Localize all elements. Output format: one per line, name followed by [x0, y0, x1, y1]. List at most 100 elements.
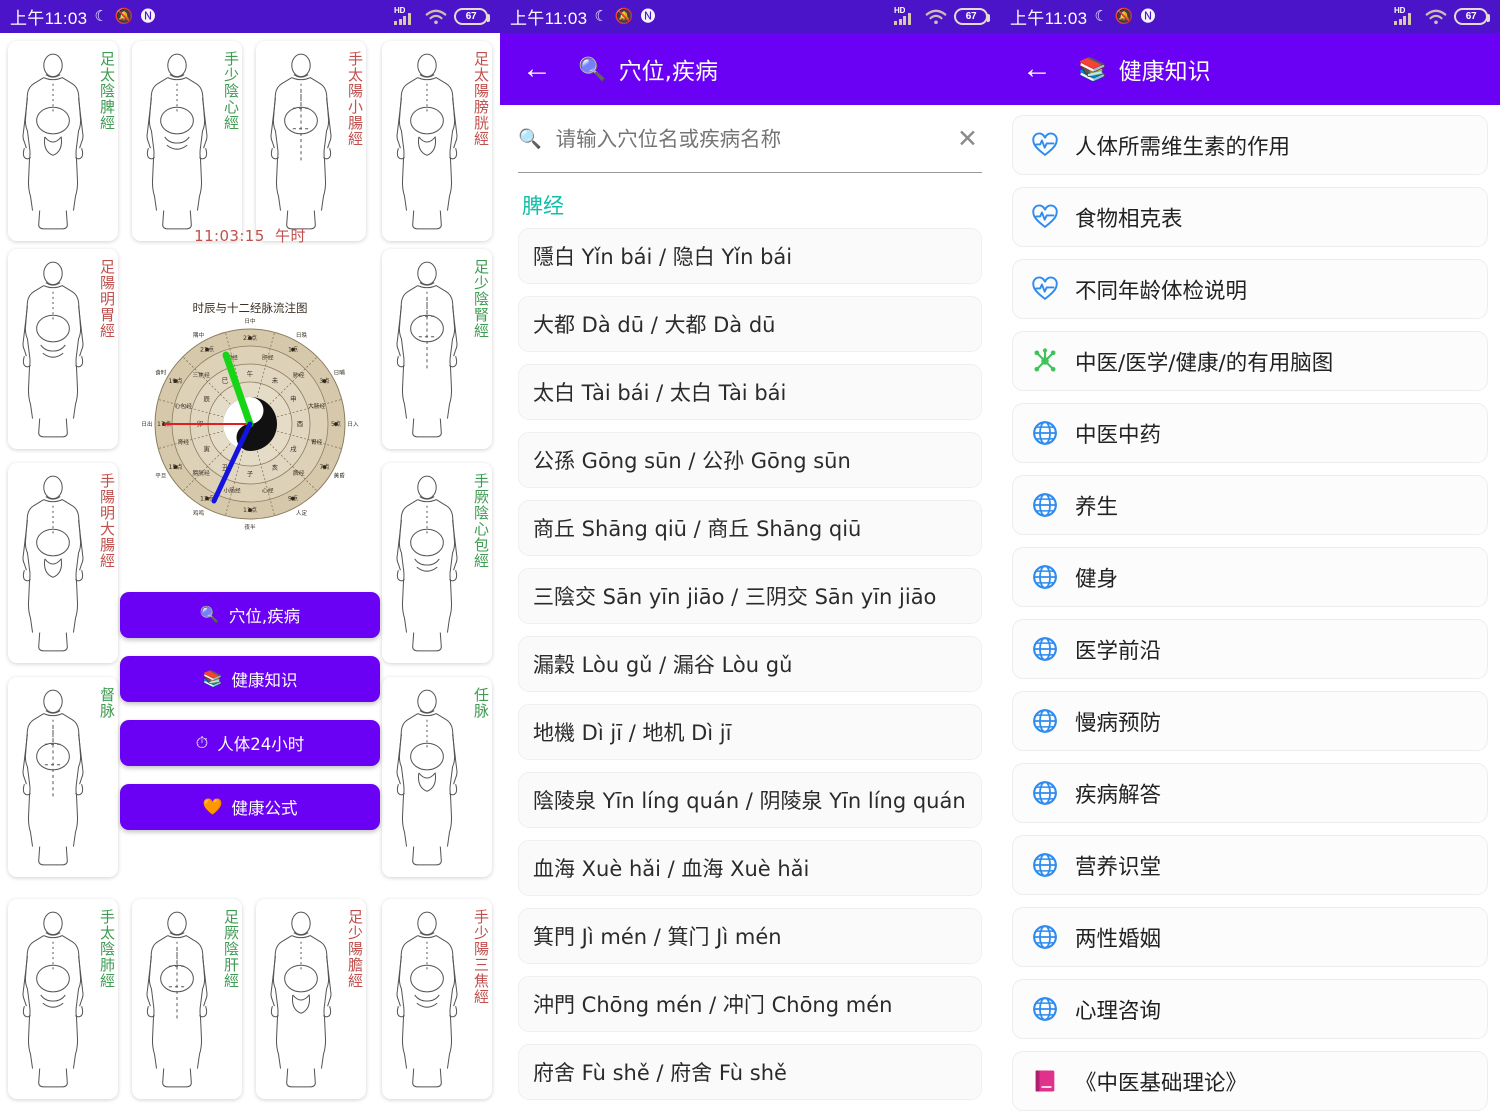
svg-text:3点: 3点 [319, 377, 329, 385]
heart-pulse-icon [1031, 131, 1059, 159]
acupoint-list-item[interactable]: 大都 Dà dū / 大都 Dà dū [518, 296, 982, 352]
home-button-clock[interactable]: ⏱ 人体24小时 [120, 720, 380, 766]
meridian-card[interactable]: 手陽明大腸經 [8, 463, 118, 663]
svg-text:鸡鸣: 鸡鸣 [193, 509, 205, 517]
svg-text:亥: 亥 [272, 462, 279, 471]
meridian-card[interactable]: 手太陰肺經 [8, 899, 118, 1099]
svg-text:大肠经: 大肠经 [308, 402, 326, 410]
knowledge-list-item[interactable]: 养生 [1012, 475, 1488, 535]
acupoint-label: 商丘 Shāng qiū / 商丘 Shāng qiū [533, 517, 862, 541]
acupoint-list-item[interactable]: 地機 Dì jī / 地机 Dì jī [518, 704, 982, 760]
knowledge-label: 中医中药 [1075, 422, 1162, 448]
meridian-card[interactable]: 手少陰心經 [132, 41, 242, 241]
meridian-card[interactable]: 足陽明胃經 [8, 249, 118, 449]
svg-text:丑: 丑 [222, 463, 229, 471]
knowledge-list-item[interactable]: 两性婚姻 [1012, 907, 1488, 967]
back-arrow-icon[interactable]: ← [1022, 52, 1052, 85]
knowledge-list-item[interactable]: 中医中药 [1012, 403, 1488, 463]
knowledge-list-item[interactable]: 食物相克表 [1012, 187, 1488, 247]
meridian-clock-chart[interactable]: 时辰与十二经脉流注图 日中 日昳 日晡 日入 黄昏 人定 夜半 鸡鸣 平旦 日出 食时 隅中 1点 3点 5… [118, 298, 382, 530]
status-time: 上午11:03 [10, 9, 88, 28]
clock-time-row: 11:03:15 午时 [118, 225, 382, 246]
knowledge-list-item[interactable]: 医学前沿 [1012, 619, 1488, 679]
back-arrow-icon[interactable]: ← [522, 52, 552, 85]
knowledge-list-item[interactable]: 人体所需维生素的作用 [1012, 115, 1488, 175]
meridian-label: 足厥陰肝經 [222, 909, 240, 989]
acupoint-label: 地機 Dì jī / 地机 Dì jī [533, 721, 732, 745]
acupoint-list-item[interactable]: 府舍 Fù shě / 府舍 Fù shě [518, 1044, 982, 1100]
knowledge-list-item[interactable]: 健身 [1012, 547, 1488, 607]
meridian-card[interactable]: 督脉 [8, 677, 118, 877]
home-button-books[interactable]: 📚 健康知识 [120, 656, 380, 702]
meridian-card[interactable]: 足厥陰肝經 [132, 899, 242, 1099]
svg-text:日出: 日出 [141, 420, 152, 428]
close-icon[interactable]: ✕ [957, 124, 978, 153]
meridian-card[interactable]: 手厥陰心包經 [382, 463, 492, 663]
acupoint-list-item[interactable]: 箕門 Jì mén / 箕门 Jì mén [518, 908, 982, 964]
knowledge-list-item[interactable]: 不同年龄体检说明 [1012, 259, 1488, 319]
meridian-label: 足少陽膽經 [346, 909, 364, 989]
books-icon: 📚 [1078, 56, 1107, 83]
acupoint-list-item[interactable]: 沖門 Chōng mén / 冲门 Chōng mén [518, 976, 982, 1032]
knowledge-list-item[interactable]: 慢病预防 [1012, 691, 1488, 751]
knowledge-list-item[interactable]: 心理咨询 [1012, 979, 1488, 1039]
meridian-card[interactable]: 手少陽三焦經 [382, 899, 492, 1099]
panel-knowledge: 上午11:03 ☾ 🔕 🅝 HD 67 ← 📚 健康知识 [1000, 0, 1500, 1111]
meridian-label: 足陽明胃經 [98, 259, 116, 339]
meridian-card[interactable]: 手太陽小腸經 [256, 41, 366, 241]
acupoint-list-item[interactable]: 血海 Xuè hǎi / 血海 Xuè hǎi [518, 840, 982, 896]
mute-icon: 🔕 [114, 8, 134, 25]
knowledge-list-item[interactable]: 中医/医学/健康/的有用脑图 [1012, 331, 1488, 391]
magnifier-icon: 🔍 [578, 56, 607, 83]
meridian-label: 督脉 [98, 687, 116, 719]
search-input[interactable] [555, 126, 944, 151]
meridian-label: 手厥陰心包經 [472, 473, 490, 569]
knowledge-list-item[interactable]: 营养识堂 [1012, 835, 1488, 895]
acupoint-list: 隱白 Yǐn bái / 隐白 Yǐn bái 大都 Dà dū / 大都 Dà … [500, 228, 1000, 1100]
home-button-heart[interactable]: 🧡 健康公式 [120, 784, 380, 830]
globe-icon [1031, 491, 1059, 519]
acupoint-list-item[interactable]: 太白 Tài bái / 太白 Tài bái [518, 364, 982, 420]
knowledge-list-item[interactable]: 疾病解答 [1012, 763, 1488, 823]
meridian-label: 手太陽小腸經 [346, 51, 364, 147]
svg-text:平旦: 平旦 [155, 473, 167, 480]
acupoint-list-item[interactable]: 商丘 Shāng qiū / 商丘 Shāng qiū [518, 500, 982, 556]
clock-shichen: 午时 [275, 227, 306, 245]
status-bar: 上午11:03 ☾ 🔕 🅝 HD 67 [1000, 0, 1500, 33]
svg-text:日入: 日入 [347, 421, 359, 428]
svg-text:日昳: 日昳 [296, 331, 308, 339]
meridian-card[interactable]: 任脉 [382, 677, 492, 877]
globe-icon [1031, 851, 1059, 879]
globe-icon [1031, 995, 1059, 1023]
acupoint-list-item[interactable]: 漏穀 Lòu gǔ / 漏谷 Lòu gǔ [518, 636, 982, 692]
acupoint-list-item[interactable]: 公孫 Gōng sūn / 公孙 Gōng sūn [518, 432, 982, 488]
meridian-card[interactable]: 足少陰腎經 [382, 249, 492, 449]
meridian-diagram [132, 41, 242, 241]
knowledge-label: 心理咨询 [1075, 998, 1162, 1024]
svg-text:胆经: 胆经 [226, 353, 238, 361]
meridian-diagram [256, 41, 366, 241]
svg-text:肝经: 肝经 [262, 353, 274, 361]
meridian-card[interactable]: 足太陰脾經 [8, 41, 118, 241]
meridian-diagram [8, 899, 118, 1099]
knowledge-label: 营养识堂 [1075, 854, 1162, 880]
meridian-diagram [382, 249, 492, 449]
svg-text:肾经: 肾经 [178, 438, 190, 446]
acupoint-label: 漏穀 Lòu gǔ / 漏谷 Lòu gǔ [533, 653, 793, 677]
appbar-title-text: 健康知识 [1118, 59, 1211, 85]
battery-icon: 67 [1454, 8, 1490, 25]
acupoint-list-item[interactable]: 陰陵泉 Yīn líng quán / 阴陵泉 Yīn líng quán [518, 772, 982, 828]
acupoint-list-item[interactable]: 隱白 Yǐn bái / 隐白 Yǐn bái [518, 228, 982, 284]
book-icon [1031, 1067, 1059, 1095]
mindmap-icon [1031, 347, 1059, 375]
signal-icon: HD [894, 6, 918, 27]
svg-text:戌: 戌 [290, 444, 297, 453]
meridian-card[interactable]: 足少陽膽經 [256, 899, 366, 1099]
meridian-card[interactable]: 足太陽膀胱經 [382, 41, 492, 241]
svg-text:15点: 15点 [168, 463, 182, 471]
home-button-magnifier[interactable]: 🔍 穴位,疾病 [120, 592, 380, 638]
acupoint-list-item[interactable]: 三陰交 Sān yīn jiāo / 三阴交 Sān yīn jiāo [518, 568, 982, 624]
knowledge-list-item[interactable]: 《中医基础理论》 [1012, 1051, 1488, 1111]
search-icon: 🔍 [518, 128, 542, 150]
globe-icon [1031, 707, 1059, 735]
